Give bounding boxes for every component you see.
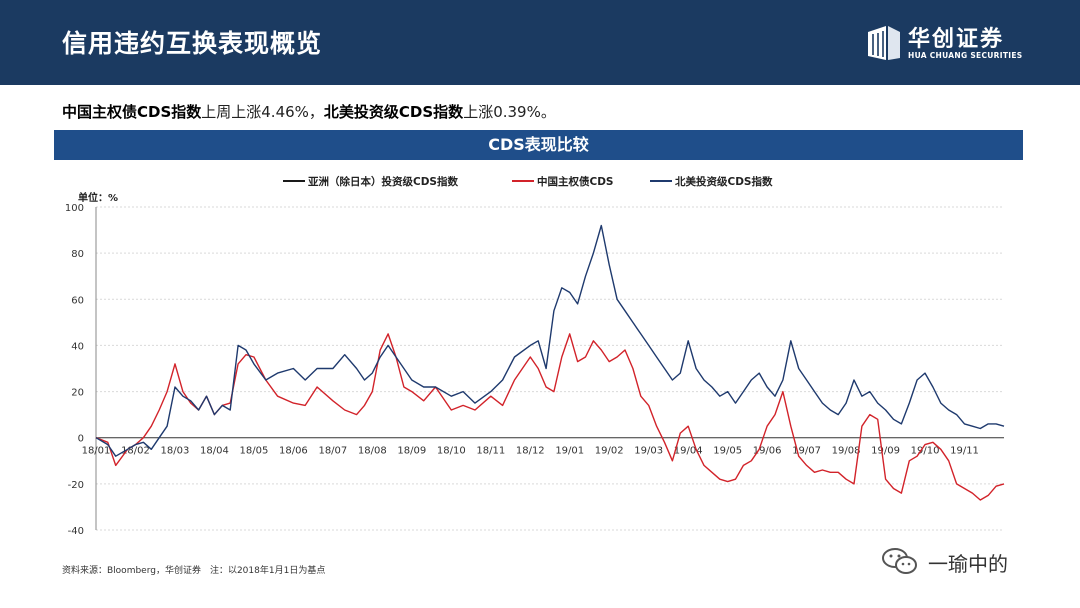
chart-series (95, 224, 1005, 501)
logo-cube-icon (868, 26, 900, 60)
source-note: 资料来源：Bloomberg，华创证券 注：以2018年1月1日为基点 (62, 566, 326, 576)
x-tick-label: 19/10 (911, 446, 940, 457)
watermark-text: 一瑜中的 (928, 552, 1008, 576)
y-tick-label: 100 (65, 203, 84, 214)
summary-bold-1: 中国主权债CDS指数 (62, 103, 202, 121)
cds-line-chart: 亚洲（除日本）投资级CDS指数 中国主权债CDS 北美投资级CDS指数 单位：% -… (65, 175, 1005, 537)
y-axis: -40 -20 0 20 40 60 80 100 (65, 203, 97, 537)
x-tick-label: 18/02 (121, 446, 150, 457)
legend-label: 中国主权债CDS (537, 175, 613, 188)
y-tick-label: 80 (71, 249, 84, 260)
chart-gridlines (96, 206, 1004, 531)
chart-banner: CDS表现比较 (54, 130, 1023, 160)
x-tick-label: 18/09 (397, 446, 426, 457)
y-tick-label: -20 (68, 480, 84, 491)
x-tick-label: 18/05 (239, 446, 268, 457)
x-tick-label: 19/01 (555, 446, 584, 457)
x-tick-label: 19/02 (595, 446, 624, 457)
y-tick-label: 0 (78, 434, 84, 445)
x-tick-label: 19/05 (713, 446, 742, 457)
unit-label: 单位：% (78, 191, 118, 204)
y-tick-label: -40 (68, 526, 84, 537)
x-tick-label: 18/12 (516, 446, 545, 457)
y-tick-label: 20 (71, 388, 84, 399)
y-tick-label: 40 (71, 341, 84, 352)
x-tick-label: 18/10 (437, 446, 466, 457)
series-line-1 (95, 333, 1005, 501)
chart-banner-title: CDS表现比较 (488, 135, 589, 154)
series-line-2 (95, 224, 1005, 457)
logo-text-en: HUA CHUANG SECURITIES (908, 51, 1023, 60)
x-tick-label: 18/01 (82, 446, 111, 457)
x-tick-label: 19/07 (792, 446, 821, 457)
x-axis: 18/01 18/02 18/03 18/04 18/05 18/06 18/07 18/08… (82, 437, 1004, 457)
watermark: 一瑜中的 (880, 542, 1060, 582)
summary-text-1: 上周上涨4.46%， (201, 103, 324, 121)
page-title: 信用违约互换表现概览 (62, 29, 323, 58)
brand-logo: 华创证券 HUA CHUANG SECURITIES (864, 20, 1064, 66)
x-tick-label: 19/06 (753, 446, 782, 457)
x-tick-label: 19/08 (832, 446, 861, 457)
x-tick-label: 19/11 (950, 446, 979, 457)
x-tick-label: 18/04 (200, 446, 229, 457)
summary-text-2: 上涨0.39%。 (463, 103, 556, 121)
x-tick-label: 18/07 (318, 446, 347, 457)
x-tick-label: 18/06 (279, 446, 308, 457)
x-tick-label: 18/03 (161, 446, 190, 457)
wechat-icon (882, 548, 917, 574)
legend-label: 亚洲（除日本）投资级CDS指数 (308, 175, 458, 188)
x-tick-label: 19/04 (674, 446, 703, 457)
x-tick-label: 19/03 (634, 446, 663, 457)
header-bar: 信用违约互换表现概览 华创证券 HUA CHUANG SECURITIES (0, 0, 1080, 85)
summary-text: 中国主权债CDS指数上周上涨4.46%，北美投资级CDS指数上涨0.39%。 (62, 101, 556, 122)
legend-label: 北美投资级CDS指数 (675, 175, 773, 188)
x-tick-label: 18/11 (476, 446, 505, 457)
y-tick-label: 60 (71, 295, 84, 306)
logo-text-cn: 华创证券 (908, 27, 1005, 52)
summary-bold-2: 北美投资级CDS指数 (323, 103, 464, 121)
chart-legend: 亚洲（除日本）投资级CDS指数 中国主权债CDS 北美投资级CDS指数 (283, 175, 773, 188)
x-tick-label: 18/08 (358, 446, 387, 457)
x-tick-label: 19/09 (871, 446, 900, 457)
